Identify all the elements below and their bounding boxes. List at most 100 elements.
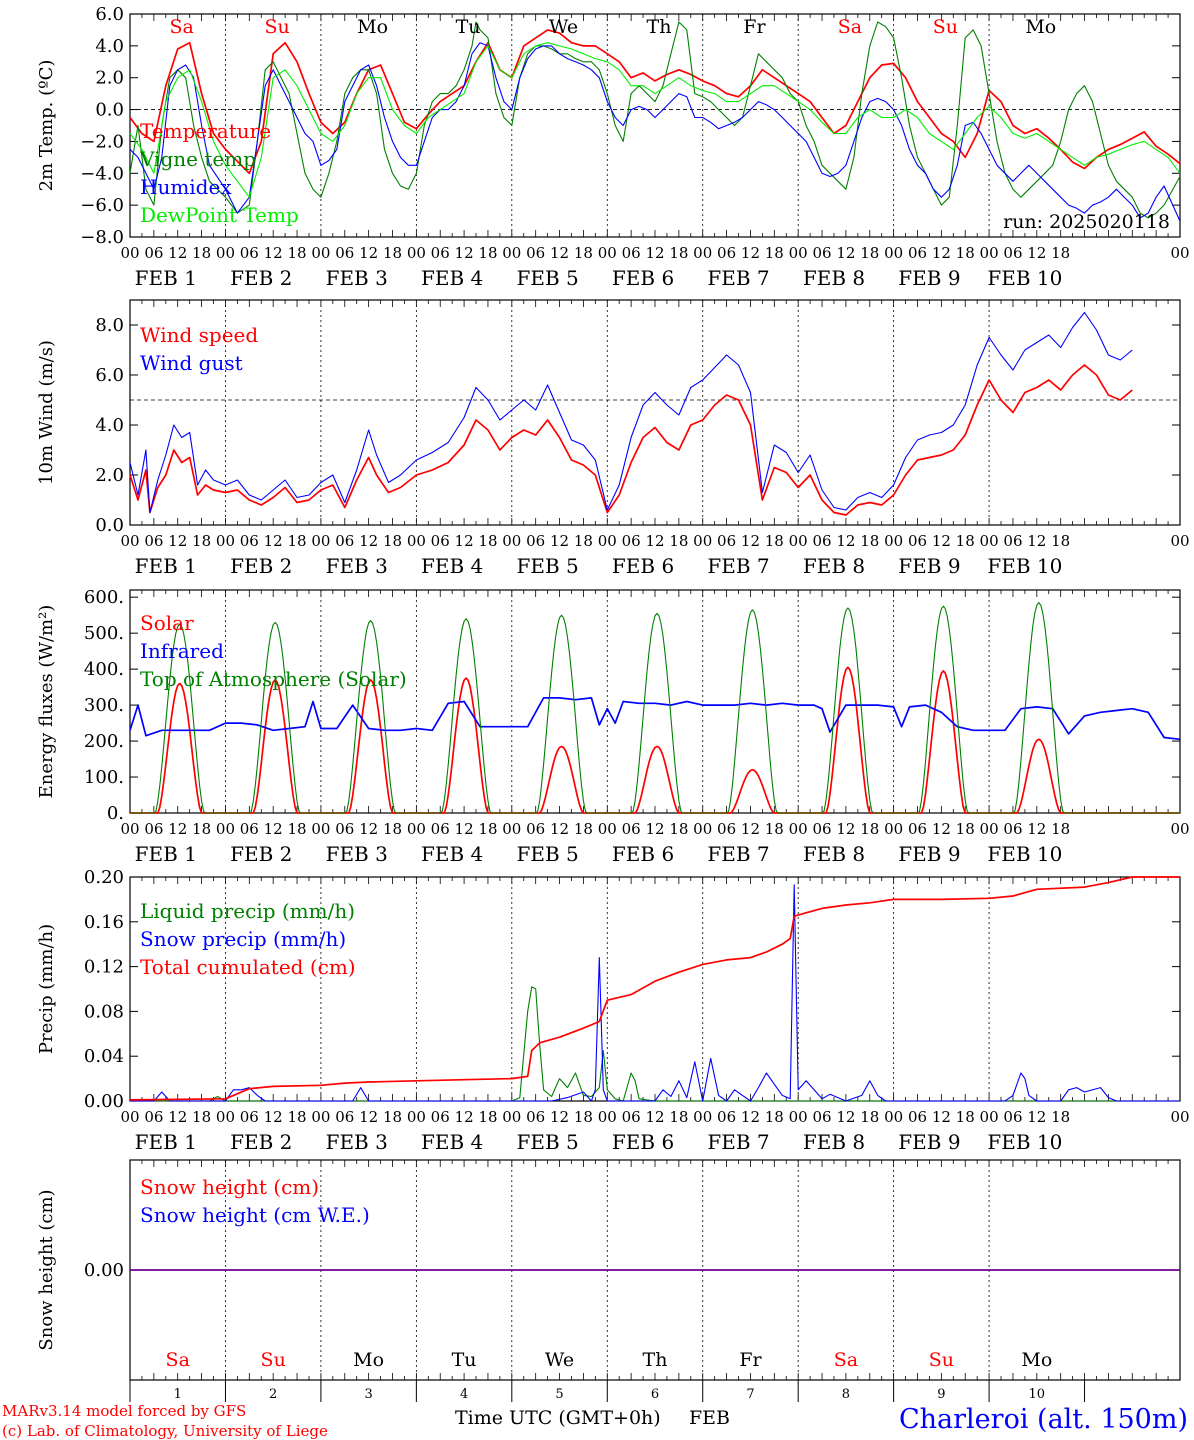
hour-tick-label: 00: [1170, 1108, 1189, 1126]
day-number-label: 6: [651, 1387, 659, 1402]
legend-entry: Top of Atmosphere (Solar): [140, 667, 407, 691]
weekday-label: Sa: [170, 16, 194, 38]
hour-tick-label: 18: [478, 820, 497, 838]
hour-tick-label: 12: [741, 820, 760, 838]
hour-tick-label: 00: [789, 1108, 808, 1126]
weekday-label: Su: [933, 16, 958, 38]
series-line: [129, 29, 1181, 175]
hour-tick-label: 06: [144, 532, 163, 550]
hour-tick-label: 12: [550, 1108, 569, 1126]
date-label: FEB 5: [516, 554, 578, 578]
weekday-label: Mo: [357, 16, 388, 38]
station-title: Charleroi (alt. 150m): [899, 1404, 1188, 1435]
y-tick-label: 600.: [84, 587, 124, 608]
weekday-label: Fr: [739, 1349, 762, 1371]
series-line: [129, 364, 1133, 516]
hour-tick-label: 18: [192, 820, 211, 838]
hour-tick-label: 18: [192, 1108, 211, 1126]
hour-tick-label: 00: [502, 820, 521, 838]
day-number-label: 10: [1029, 1387, 1046, 1402]
run-label: run: 2025020118: [1003, 211, 1170, 233]
hour-tick-label: 00: [216, 1108, 235, 1126]
hour-tick-label: 12: [1027, 820, 1046, 838]
hour-tick-label: 00: [598, 1108, 617, 1126]
hour-tick-label: 12: [359, 244, 378, 262]
date-label: FEB 6: [612, 1130, 674, 1154]
hour-tick-label: 12: [1027, 1108, 1046, 1126]
y-tick-label: 2.0: [95, 68, 124, 89]
hour-tick-label: 00: [789, 820, 808, 838]
hour-tick-label: 00: [980, 820, 999, 838]
hour-tick-label: 18: [192, 244, 211, 262]
series-line: [129, 42, 1181, 222]
date-label: FEB 2: [230, 1130, 292, 1154]
hour-tick-label: 18: [478, 532, 497, 550]
hour-tick-label: 12: [264, 820, 283, 838]
weekday-label: Sa: [166, 1349, 190, 1371]
y-tick-label: 400.: [84, 659, 124, 680]
chart-panel: 0.00 Snow height (cm) Snow height (cm) Snow…: [36, 1159, 1181, 1402]
hour-tick-label: 00: [502, 1108, 521, 1126]
date-label: FEB 1: [135, 266, 197, 290]
hour-tick-label: 18: [383, 1108, 402, 1126]
hour-tick-label: 00: [216, 244, 235, 262]
weekday-label: Su: [929, 1349, 954, 1371]
hour-tick-label: 00: [502, 244, 521, 262]
legend-entry: Snow precip (mm/h): [140, 927, 346, 951]
hour-tick-label: 06: [335, 820, 354, 838]
legend-entry: Snow height (cm W.E.): [140, 1203, 370, 1227]
weekday-label: Mo: [353, 1349, 384, 1371]
hour-tick-label: 12: [741, 244, 760, 262]
hour-tick-label: 06: [812, 1108, 831, 1126]
hour-tick-label: 18: [860, 532, 879, 550]
day-number-label: 1: [174, 1387, 182, 1402]
hour-tick-label: 12: [455, 1108, 474, 1126]
hour-tick-label: 12: [645, 244, 664, 262]
time-axis-label: Time UTC (GMT+0h): [455, 1407, 661, 1429]
y-tick-label: 2.0: [95, 465, 124, 486]
hour-tick-label: 12: [455, 820, 474, 838]
date-label: FEB 3: [326, 266, 388, 290]
hour-tick-label: 00: [598, 244, 617, 262]
hour-tick-label: 00: [407, 1108, 426, 1126]
hour-tick-label: 18: [287, 532, 306, 550]
hour-tick-label: 06: [717, 244, 736, 262]
hour-tick-label: 12: [264, 532, 283, 550]
weekday-label: Tu: [456, 16, 481, 38]
legend-entry: Temperature: [140, 119, 271, 143]
legend-entry: Solar: [140, 611, 194, 635]
date-label: FEB 7: [707, 842, 769, 866]
hour-tick-label: 00: [1170, 820, 1189, 838]
day-number-label: 4: [460, 1387, 468, 1402]
date-label: FEB 9: [898, 554, 960, 578]
hour-tick-label: 18: [478, 1108, 497, 1126]
hour-tick-label: 12: [932, 820, 951, 838]
hour-tick-label: 12: [359, 532, 378, 550]
credit-model: MARv3.14 model forced by GFS: [2, 1402, 246, 1420]
hour-tick-label: 06: [622, 244, 641, 262]
weekday-label: Tu: [452, 1349, 477, 1371]
y-tick-label: 0.12: [84, 957, 124, 978]
hour-tick-label: 06: [908, 1108, 927, 1126]
y-tick-label: 0.20: [84, 867, 124, 888]
series-line: [130, 602, 1180, 814]
hour-tick-label: 12: [836, 244, 855, 262]
hour-tick-label: 18: [956, 1108, 975, 1126]
hour-tick-label: 00: [407, 820, 426, 838]
series-line: [130, 884, 1180, 1102]
hour-tick-label: 06: [144, 244, 163, 262]
y-tick-label: −2.0: [80, 131, 124, 152]
hour-tick-label: 18: [1051, 532, 1070, 550]
hour-tick-label: 18: [383, 532, 402, 550]
legend-entry: Humidex: [140, 175, 232, 199]
hour-tick-label: 00: [884, 244, 903, 262]
y-tick-label: 8.0: [95, 315, 124, 336]
weekday-label: Th: [643, 1349, 668, 1371]
hour-tick-label: 12: [932, 532, 951, 550]
hour-tick-label: 18: [383, 244, 402, 262]
weekday-label: Fr: [743, 16, 766, 38]
hour-tick-label: 12: [550, 820, 569, 838]
hour-tick-label: 06: [908, 820, 927, 838]
series-line: [129, 697, 1181, 741]
